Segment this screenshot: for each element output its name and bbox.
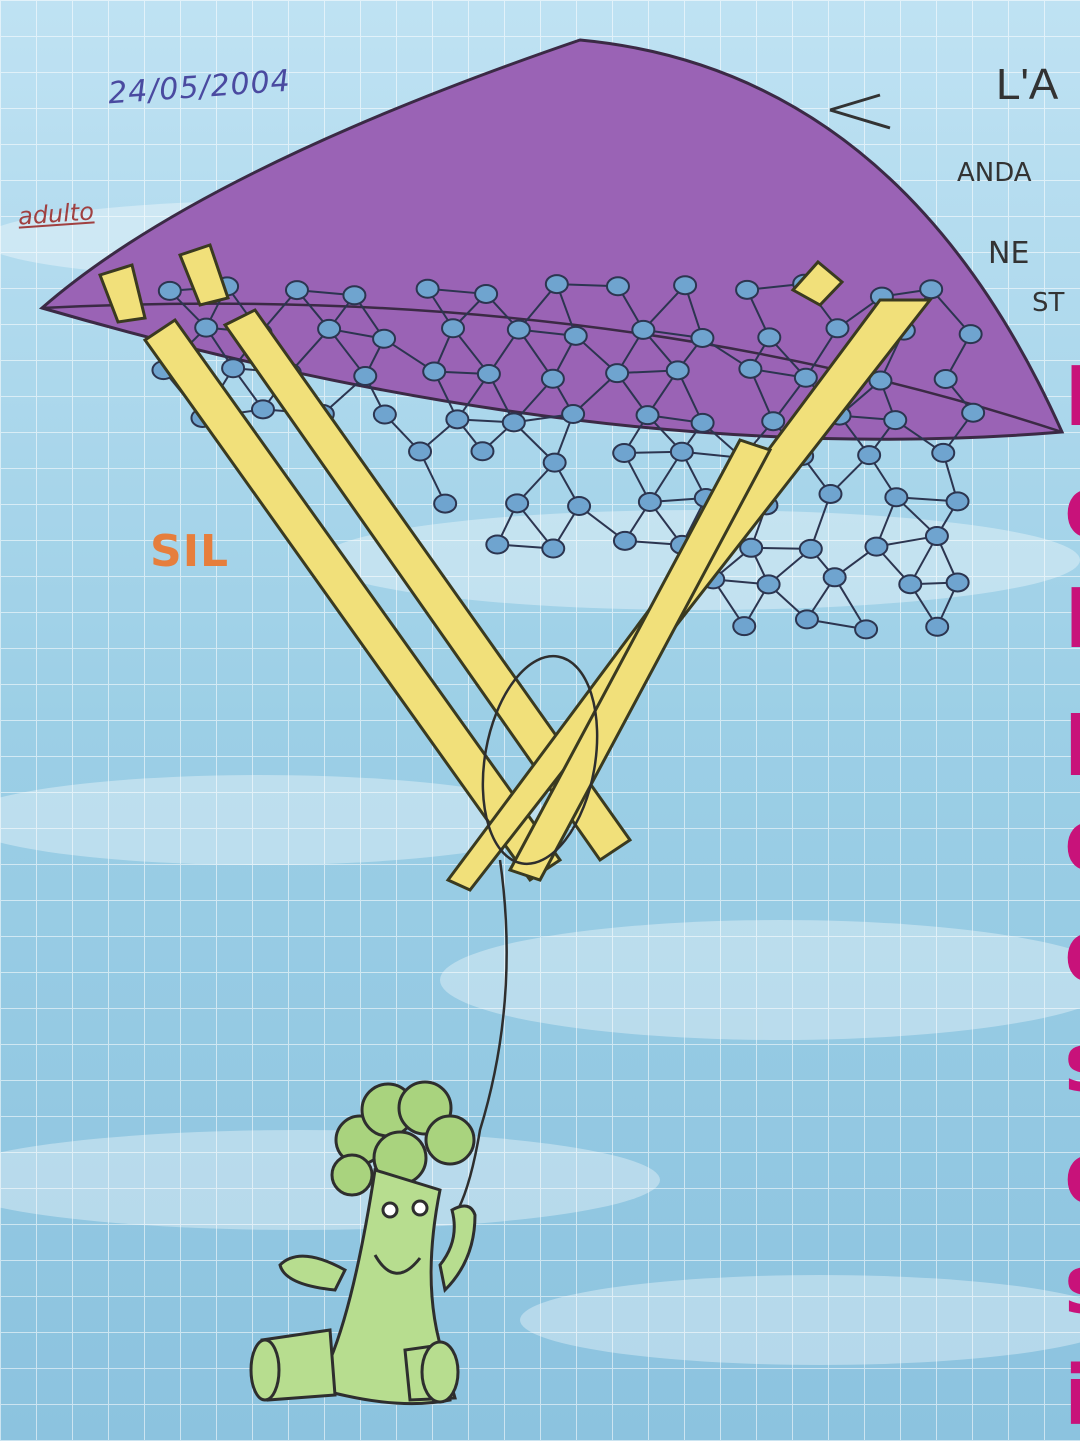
molecule-node	[317, 318, 342, 339]
right-edge-letters: I d I p d d s d s i	[1064, 342, 1080, 1441]
molecule-node	[408, 441, 433, 462]
parachute-straps	[98, 243, 934, 892]
molecule-node	[540, 368, 565, 389]
molecule-node	[673, 275, 698, 296]
molecule-node	[445, 409, 470, 430]
molecule-node	[441, 318, 466, 339]
molecule-node	[631, 319, 656, 340]
molecule-node	[919, 279, 944, 300]
top-right-text-1: L'A	[996, 60, 1059, 109]
molecule-node	[933, 369, 958, 390]
molecule-node	[567, 496, 592, 517]
molecule-node	[505, 493, 530, 514]
molecule-node	[739, 537, 764, 558]
molecule-node	[474, 283, 499, 304]
molecule-node	[372, 328, 397, 349]
molecule-node	[372, 404, 397, 425]
right-letter: d	[1064, 1119, 1080, 1230]
molecule-node	[485, 534, 510, 555]
molecule-node	[945, 491, 970, 512]
molecule-node	[635, 405, 660, 426]
molecule-node	[561, 404, 586, 425]
molecule-node	[476, 363, 501, 384]
molecule-node	[250, 399, 275, 420]
molecule-node	[757, 327, 782, 348]
molecule-node	[864, 536, 889, 557]
molecule-node	[825, 318, 850, 339]
right-letter: p	[1064, 675, 1080, 786]
molecule-node	[612, 443, 637, 464]
molecule-node	[542, 452, 567, 473]
molecule-node	[669, 441, 694, 462]
molecule-node	[818, 483, 843, 504]
molecule-node	[415, 278, 440, 299]
molecule-node	[563, 325, 588, 346]
molecule-node	[958, 324, 983, 345]
molecule-node	[961, 402, 986, 423]
molecule-node	[732, 616, 757, 637]
molecule-node	[898, 574, 923, 595]
top-right-text-4: ST	[1032, 288, 1065, 318]
molecule-node	[735, 279, 760, 300]
molecule-node	[690, 412, 715, 433]
molecule-node	[194, 317, 219, 338]
molecule-node	[637, 491, 662, 512]
adult-label: adulto	[17, 197, 95, 231]
right-letter: s	[1064, 1008, 1080, 1119]
right-letter: I	[1064, 572, 1080, 667]
molecule-node	[157, 280, 182, 301]
molecule-node	[884, 487, 909, 508]
parachute	[38, 38, 1065, 441]
green-character	[249, 1080, 477, 1406]
molecule-node	[945, 572, 970, 593]
right-letter: d	[1064, 897, 1080, 1008]
molecule-node	[665, 360, 690, 381]
molecule-node	[422, 361, 447, 382]
molecule-node	[284, 280, 309, 301]
molecule-node	[433, 493, 458, 514]
molecule-node	[925, 616, 950, 637]
molecule-node	[506, 319, 531, 340]
right-letter: s	[1064, 1230, 1080, 1341]
molecule-network	[151, 273, 986, 640]
right-letter: i	[1064, 1349, 1080, 1441]
molecule-node	[605, 363, 630, 384]
molecule-node	[221, 358, 246, 379]
molecule-node	[822, 567, 847, 588]
molecule-node	[470, 441, 495, 462]
molecule-node	[342, 285, 367, 306]
molecule-node	[868, 370, 893, 391]
right-letter: I	[1064, 350, 1080, 445]
molecule-node	[756, 574, 781, 595]
molecule-node	[794, 609, 819, 630]
molecule-node	[738, 358, 763, 379]
molecule-node	[690, 327, 715, 348]
right-letter: d	[1064, 786, 1080, 897]
molecule-node	[931, 442, 956, 463]
sil-label: SIL	[150, 526, 230, 577]
right-letter: d	[1064, 453, 1080, 564]
molecule-node	[761, 411, 786, 432]
molecule-node	[857, 445, 882, 466]
molecule-node	[544, 274, 569, 295]
molecule-node	[798, 538, 823, 559]
molecule-node	[854, 619, 879, 640]
top-right-text-2: ANDA	[957, 158, 1032, 188]
molecule-node	[883, 410, 908, 431]
molecule-node	[924, 526, 949, 547]
molecule-node	[605, 276, 630, 297]
molecule-node	[501, 412, 526, 433]
strap-loop	[453, 654, 599, 1216]
top-right-text-3: NE	[988, 236, 1030, 271]
molecule-node	[793, 367, 818, 388]
molecule-node	[353, 366, 378, 387]
molecule-node	[541, 538, 566, 559]
molecule-node	[612, 530, 637, 551]
